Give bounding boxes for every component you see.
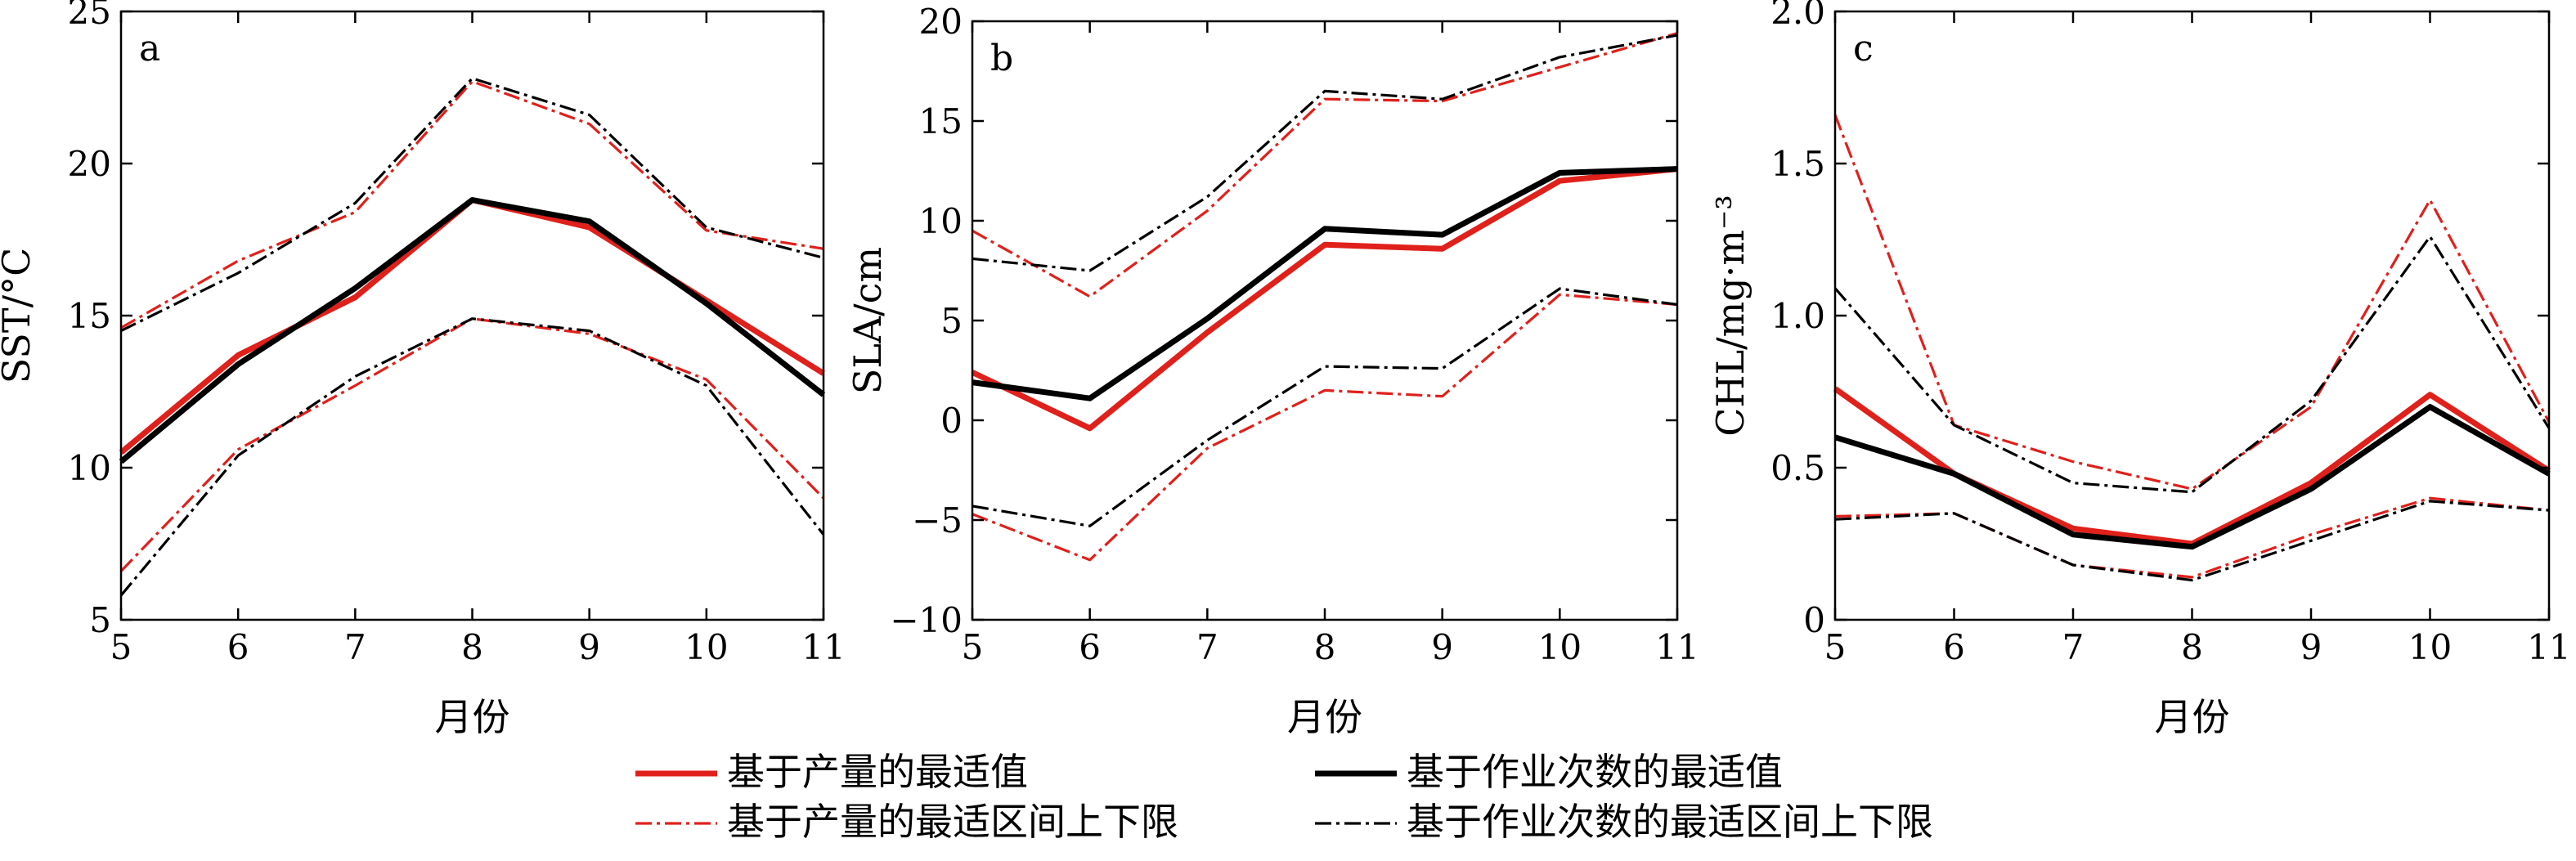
series-line-yield-dash-2 bbox=[1833, 114, 2551, 491]
y-tick-label: −5 bbox=[912, 500, 963, 540]
y-tick-label: 25 bbox=[68, 0, 111, 32]
y-tick-label: 0 bbox=[940, 401, 963, 441]
y-tick-label: 10 bbox=[919, 201, 963, 241]
series-line-yield-solid-0 bbox=[971, 166, 1678, 432]
panel-label: c bbox=[1853, 28, 1874, 70]
y-tick-label: 15 bbox=[919, 101, 963, 141]
plot-frame bbox=[1833, 10, 2551, 621]
x-tick-label: 5 bbox=[110, 627, 132, 667]
x-tick-label: 11 bbox=[1655, 627, 1699, 667]
x-tick-label: 5 bbox=[962, 627, 984, 667]
y-axis-label: SST/°C bbox=[0, 248, 38, 384]
x-tick-label: 8 bbox=[1314, 627, 1336, 667]
y-tick-label: 15 bbox=[68, 296, 111, 336]
x-tick-label: 7 bbox=[344, 627, 366, 667]
panel-label: a bbox=[139, 28, 160, 70]
x-tick-label: 7 bbox=[2062, 627, 2085, 667]
y-tick-label: 1.5 bbox=[1770, 144, 1825, 184]
y-tick-label: 0 bbox=[1803, 600, 1825, 640]
x-tick-label: 10 bbox=[2408, 627, 2452, 667]
series-line-effort-solid-1 bbox=[1833, 404, 2551, 550]
y-tick-label: 0.5 bbox=[1770, 448, 1825, 488]
x-tick-label: 9 bbox=[2300, 627, 2322, 667]
y-tick-label: 5 bbox=[940, 301, 963, 341]
series-line-yield-dash-2 bbox=[972, 32, 1678, 298]
panel-a: 5 6 7 8 9 10 11 5 10 15 20 25 a 月份 SST/°C bbox=[0, 0, 846, 739]
series-line-effort-dash-4 bbox=[1833, 235, 2551, 494]
x-tick-label: 8 bbox=[2181, 627, 2203, 667]
y-tick-label: 2.0 bbox=[1770, 0, 1825, 32]
x-axis-label: 月份 bbox=[435, 695, 510, 739]
x-axis-label: 月份 bbox=[1287, 695, 1362, 739]
legend-label-effort-dash: 基于作业次数的最适区间上下限 bbox=[1407, 800, 1933, 844]
x-tick-label: 11 bbox=[2527, 627, 2570, 667]
series-line-yield-dash-3 bbox=[1834, 496, 2550, 579]
y-tick-label: 1.0 bbox=[1770, 296, 1825, 336]
series-line-effort-dash-5 bbox=[119, 317, 825, 597]
legend-label-yield-dash: 基于产量的最适区间上下限 bbox=[727, 800, 1178, 844]
plot-frame bbox=[971, 20, 1679, 621]
x-tick-label: 6 bbox=[227, 627, 249, 667]
series-line-yield-dash-3 bbox=[119, 317, 825, 572]
x-tick-label: 8 bbox=[461, 627, 483, 667]
series-line-effort-dash-5 bbox=[972, 287, 1678, 527]
series-line-effort-solid-1 bbox=[972, 166, 1678, 401]
series-line-effort-solid-1 bbox=[119, 197, 826, 464]
series-line-effort-dash-4 bbox=[972, 34, 1678, 272]
x-tick-label: 9 bbox=[578, 627, 600, 667]
y-axis-label: CHL/mg·m⁻³ bbox=[1708, 195, 1752, 436]
y-axis-label: SLA/cm bbox=[846, 247, 890, 394]
series-line-effort-dash-5 bbox=[1834, 500, 2550, 582]
panel-b: 5 6 7 8 9 10 11 −10 −5 0 5 10 15 20 b 月份 SLA/cm bbox=[846, 2, 1699, 739]
panel-label: b bbox=[990, 38, 1013, 79]
legend-label-effort-solid: 基于作业次数的最适值 bbox=[1407, 750, 1783, 794]
y-tick-label: 5 bbox=[89, 600, 111, 640]
legend-label-yield-solid: 基于产量的最适值 bbox=[727, 750, 1028, 794]
x-tick-label: 11 bbox=[801, 627, 845, 667]
x-tick-label: 6 bbox=[1079, 627, 1101, 667]
y-tick-label: 20 bbox=[919, 2, 963, 42]
x-tick-label: 10 bbox=[1538, 627, 1582, 667]
series-line-yield-dash-2 bbox=[120, 79, 824, 330]
x-tick-label: 7 bbox=[1196, 627, 1218, 667]
panel-c: 5 6 7 8 9 10 11 0 0.5 1.0 1.5 2.0 c 月份 CHL/mg·m⁻³ bbox=[1708, 0, 2571, 739]
series-line-yield-dash-3 bbox=[972, 293, 1678, 562]
series-line-yield-solid-0 bbox=[119, 197, 825, 455]
series-line-effort-dash-4 bbox=[120, 77, 824, 333]
x-tick-label: 6 bbox=[1943, 627, 1965, 667]
x-tick-label: 5 bbox=[1824, 627, 1847, 667]
x-axis-label: 月份 bbox=[2155, 695, 2230, 739]
y-tick-label: −10 bbox=[890, 600, 963, 640]
x-tick-label: 9 bbox=[1431, 627, 1453, 667]
y-tick-label: 10 bbox=[68, 448, 111, 488]
y-tick-label: 20 bbox=[68, 144, 111, 184]
x-tick-label: 10 bbox=[684, 627, 728, 667]
